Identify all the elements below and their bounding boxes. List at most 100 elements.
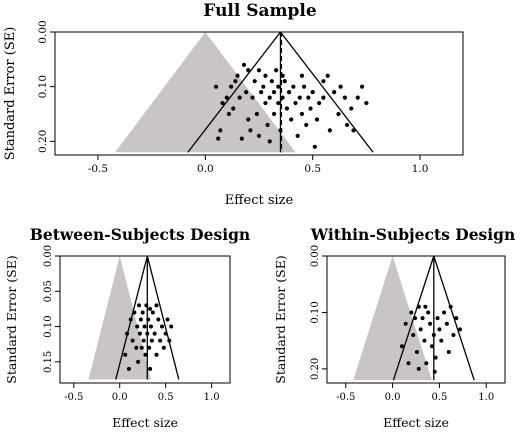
data-point: [132, 310, 137, 315]
data-point: [239, 136, 244, 141]
data-point: [338, 84, 343, 89]
data-point: [150, 310, 155, 315]
data-point: [163, 331, 168, 336]
data-point: [147, 345, 152, 350]
data-point: [314, 117, 320, 122]
data-point: [226, 111, 232, 117]
data-point: [137, 303, 142, 308]
panel-between-subjects-design: Between-Subjects Design -0.5 0.0 0.5 1.0 0.00…: [4, 225, 250, 430]
data-point: [128, 317, 133, 322]
data-point: [152, 331, 157, 336]
data-point: [276, 84, 281, 89]
data-point: [286, 90, 292, 95]
x-tick-label: 1.0: [478, 392, 494, 403]
y-tick-label: 0.15: [43, 351, 54, 373]
data-point: [458, 327, 463, 332]
shaded-funnel-region: [115, 32, 296, 153]
data-point: [267, 95, 272, 100]
data-point: [261, 84, 266, 89]
x-tick-label: -0.5: [64, 392, 83, 403]
data-point: [327, 128, 332, 133]
data-point: [126, 366, 131, 371]
data-point: [256, 68, 262, 73]
y-tick-label: 0.20: [310, 358, 321, 380]
data-point: [317, 100, 322, 106]
data-point: [145, 331, 150, 336]
data-point: [149, 338, 154, 343]
data-point: [274, 68, 279, 73]
data-point: [280, 73, 285, 78]
data-point: [409, 310, 414, 315]
x-tick-label: 1.0: [204, 392, 220, 403]
data-point: [142, 324, 147, 329]
data-point: [399, 344, 404, 349]
data-point: [448, 304, 453, 309]
data-point: [432, 369, 437, 374]
data-point: [364, 100, 369, 106]
data-point: [359, 84, 365, 89]
data-point: [291, 84, 296, 89]
data-point: [271, 111, 277, 117]
data-point: [160, 324, 164, 329]
data-point: [306, 95, 311, 100]
x-axis-label: Effect size: [383, 415, 449, 430]
data-point: [284, 106, 290, 111]
data-point: [310, 90, 315, 95]
data-point: [325, 73, 330, 78]
plot-frame: [326, 255, 506, 384]
y-axis-label: Standard Error (SE): [3, 27, 18, 161]
y-tick-label: 0.10: [37, 75, 49, 98]
data-point: [351, 128, 356, 133]
data-point: [252, 79, 257, 84]
data-point: [442, 310, 447, 315]
data-point: [231, 106, 236, 111]
data-point: [130, 338, 135, 343]
data-point: [267, 139, 272, 144]
data-point: [454, 316, 459, 321]
x-tick-label: 0.0: [112, 392, 128, 403]
data-point: [263, 100, 268, 106]
data-point: [220, 100, 225, 106]
x-tick-label: 1.0: [412, 163, 429, 175]
data-point: [137, 331, 142, 336]
x-tick-label: -0.5: [88, 163, 108, 175]
data-point: [241, 62, 247, 67]
data-point: [416, 304, 421, 309]
shaded-funnel-region: [353, 256, 432, 381]
y-axis-label: Standard Error (SE): [4, 255, 19, 384]
data-point: [259, 90, 264, 95]
x-tick-label: 0.5: [304, 163, 321, 175]
data-point: [297, 95, 302, 100]
data-point: [235, 73, 240, 78]
data-point: [342, 95, 347, 100]
data-point: [148, 366, 153, 371]
data-point: [148, 324, 153, 329]
data-point: [165, 317, 170, 322]
data-point: [301, 84, 307, 89]
data-point: [276, 100, 281, 106]
data-point: [228, 84, 234, 89]
data-point: [167, 338, 172, 343]
funnel-right-line: [279, 31, 374, 153]
data-point: [308, 106, 313, 111]
data-point: [250, 95, 255, 100]
data-point: [406, 361, 411, 366]
data-point: [135, 324, 140, 329]
data-point: [420, 316, 425, 321]
data-point: [138, 317, 143, 322]
data-point: [237, 95, 242, 100]
data-point: [216, 136, 221, 141]
x-tick-label: 0.0: [197, 163, 214, 175]
data-point: [139, 345, 144, 350]
plot-frame: [59, 255, 231, 384]
data-point: [158, 338, 163, 343]
data-point: [148, 306, 153, 311]
data-point: [278, 128, 283, 133]
data-point: [428, 321, 433, 326]
data-point: [140, 310, 145, 315]
data-point: [424, 361, 429, 366]
data-point: [244, 90, 249, 95]
data-point: [422, 338, 427, 343]
data-point: [321, 79, 326, 84]
data-point: [141, 338, 146, 343]
